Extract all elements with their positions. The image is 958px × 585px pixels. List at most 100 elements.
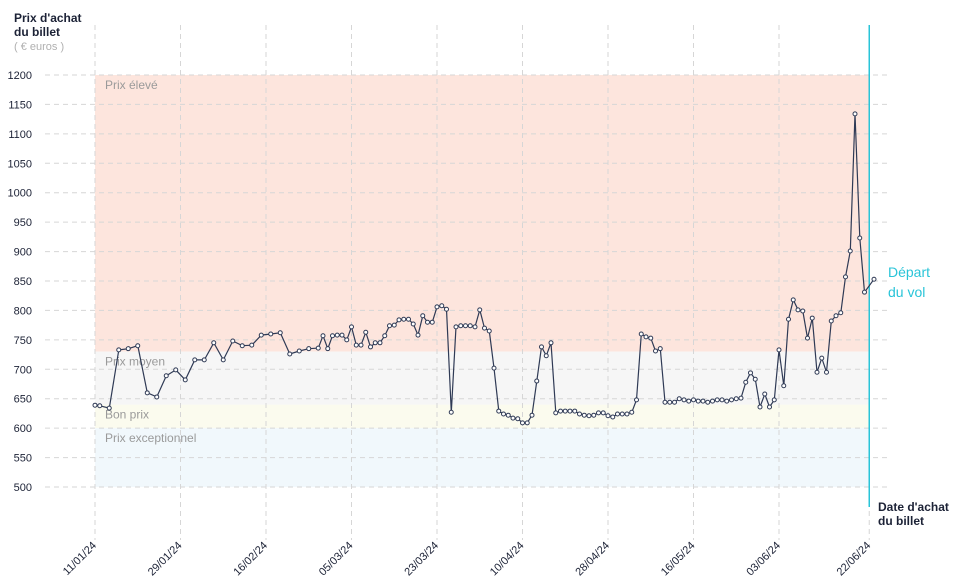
price-point [372, 340, 378, 346]
price-point [387, 323, 392, 329]
price-point [558, 408, 563, 414]
price-point [510, 415, 516, 421]
price-point [562, 408, 568, 414]
price-point [163, 373, 169, 379]
price-point [795, 307, 801, 313]
price-point [624, 411, 630, 417]
x-tick-label: 11/01/24 [61, 540, 99, 578]
price-point [320, 333, 326, 339]
x-tick-label: 23/03/24 [402, 540, 441, 579]
price-point [391, 322, 397, 328]
price-point [653, 348, 658, 354]
price-point [819, 355, 825, 361]
price-point [857, 235, 863, 241]
price-point [520, 420, 525, 426]
price-point [358, 342, 364, 348]
price-point [396, 317, 402, 323]
price-point [539, 344, 544, 350]
price-point [382, 333, 388, 339]
price-point [429, 319, 435, 325]
price-point [401, 316, 407, 322]
price-point [192, 357, 198, 363]
band-label: Prix moyen [105, 355, 165, 369]
price-point [790, 297, 796, 303]
price-point [805, 335, 810, 341]
price-point [315, 345, 321, 351]
price-point [482, 325, 487, 331]
price-point [472, 324, 478, 330]
price-point [448, 409, 454, 415]
price-point [852, 111, 858, 117]
price-point [638, 331, 644, 337]
price-point [828, 318, 834, 324]
price-point [548, 340, 554, 346]
price-point [648, 335, 654, 341]
y-tick-label: 950 [14, 217, 32, 229]
price-point [406, 316, 411, 322]
price-point [738, 395, 744, 401]
y-tick-label: 1000 [8, 188, 32, 200]
price-point [515, 416, 521, 422]
y-tick-label: 700 [14, 364, 32, 376]
price-point [92, 402, 98, 408]
band-label: Prix exceptionnel [105, 431, 196, 445]
price-point [757, 404, 763, 410]
price-point [467, 323, 473, 329]
price-point [434, 304, 440, 310]
price-point [458, 323, 464, 329]
price-point [847, 248, 853, 254]
price-point [125, 346, 131, 352]
price-point [144, 390, 150, 396]
price-point [615, 411, 620, 417]
price-point [752, 376, 758, 382]
price-point [477, 307, 483, 313]
price-point [710, 398, 715, 404]
price-point [705, 399, 711, 405]
price-point [425, 319, 430, 325]
price-point [700, 398, 706, 404]
price-point [529, 412, 535, 418]
price-point [496, 408, 502, 414]
price-point [767, 404, 772, 410]
price-point [667, 399, 673, 405]
price-point [239, 343, 245, 349]
price-point [862, 289, 867, 295]
price-point [553, 410, 559, 416]
price-point [781, 383, 787, 389]
price-point [220, 357, 226, 363]
price-point [719, 397, 725, 403]
y-axis-unit: ( € euros ) [14, 41, 65, 53]
price-point [567, 408, 573, 414]
price-point [600, 410, 606, 416]
departure-label: Départ du vol [888, 264, 931, 300]
price-point [743, 379, 749, 385]
price-point [534, 378, 540, 384]
price-point [463, 323, 468, 329]
price-point [586, 413, 592, 419]
price-point [334, 332, 340, 338]
price-point [843, 274, 848, 280]
price-point [135, 343, 141, 349]
price-point [733, 396, 739, 402]
price-point [776, 347, 782, 353]
price-point [505, 412, 511, 418]
price-point [714, 397, 720, 403]
price-point [629, 409, 635, 415]
price-point [363, 329, 369, 335]
price-band [95, 75, 870, 352]
y-axis-title: Prix d'achat du billet [14, 11, 82, 39]
price-point [349, 324, 354, 330]
price-point [572, 408, 578, 414]
price-point [268, 331, 274, 337]
price-point [287, 351, 293, 357]
price-point [581, 412, 587, 418]
y-tick-label: 600 [14, 423, 32, 435]
x-tick-label: 16/05/24 [659, 540, 698, 579]
price-point [643, 334, 649, 340]
price-point [610, 414, 616, 420]
price-point [748, 370, 753, 376]
price-point [415, 332, 421, 338]
price-point [306, 346, 312, 352]
